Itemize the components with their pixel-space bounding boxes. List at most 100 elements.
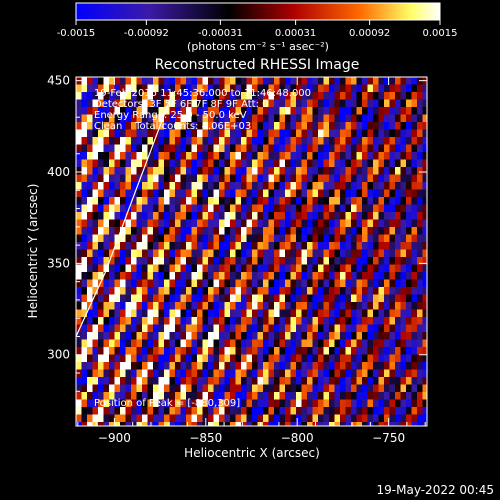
image-pixel [296,129,302,138]
image-pixel [125,339,132,348]
image-pixel [246,227,253,235]
image-pixel [142,84,148,93]
image-pixel [136,219,143,228]
image-pixel [384,309,390,318]
image-pixel [340,377,346,385]
image-pixel [158,107,165,115]
image-pixel [406,167,412,175]
image-pixel [142,152,148,160]
image-pixel [219,182,225,190]
image-pixel [224,347,231,355]
image-pixel [356,152,363,160]
image-pixel [175,317,181,325]
image-pixel [400,174,407,183]
image-pixel [422,257,427,265]
image-pixel [142,197,148,205]
image-pixel [76,174,82,183]
image-pixel [307,84,313,93]
image-pixel [230,92,236,100]
image-pixel [125,227,132,235]
image-pixel [114,309,121,318]
image-pixel [367,264,374,273]
image-pixel [389,99,396,108]
image-pixel [114,377,121,385]
image-pixel [213,234,220,243]
image-pixel [186,369,192,378]
image-pixel [142,407,148,415]
image-pixel [307,377,313,385]
image-pixel [202,249,209,258]
image-pixel [257,279,264,288]
image-pixel [109,422,115,426]
image-pixel [246,324,253,333]
image-pixel [120,332,126,340]
image-pixel [406,84,412,93]
image-pixel [147,414,154,423]
image-pixel [235,249,242,258]
image-pixel [136,137,143,145]
image-pixel [290,272,297,280]
image-pixel [224,242,231,250]
image-pixel [197,414,203,423]
image-pixel [378,392,385,400]
image-pixel [318,294,324,303]
image-pixel [406,152,412,160]
image-pixel [142,369,148,378]
image-pixel [103,362,110,370]
image-pixel [202,369,209,378]
image-pixel [98,77,104,85]
image-pixel [290,354,297,363]
image-pixel [307,144,313,153]
image-pixel [136,414,143,423]
image-pixel [406,407,412,415]
image-pixel [329,324,335,333]
image-pixel [114,227,121,235]
image-pixel [76,332,82,340]
image-pixel [208,264,214,273]
image-pixel [307,219,313,228]
image-pixel [197,144,203,153]
image-pixel [345,332,352,340]
image-pixel [301,294,308,303]
image-pixel [186,77,192,85]
image-pixel [307,422,313,426]
image-pixel [411,384,418,393]
image-pixel [367,287,374,295]
image-pixel [202,197,209,205]
image-pixel [367,152,374,160]
image-pixel [307,107,313,115]
image-pixel [384,422,390,426]
image-pixel [356,422,363,426]
image-pixel [125,369,132,378]
image-pixel [274,84,280,93]
image-pixel [213,249,220,258]
image-pixel [345,242,352,250]
image-pixel [131,407,137,415]
image-pixel [345,414,352,423]
image-pixel [109,294,115,303]
image-pixel [351,384,357,393]
image-pixel [395,407,401,415]
image-pixel [103,249,110,258]
image-pixel [285,144,291,153]
image-pixel [98,257,104,265]
image-pixel [136,167,143,175]
image-pixel [169,227,176,235]
image-pixel [208,107,214,115]
image-pixel [340,234,346,243]
image-pixel [241,399,247,408]
image-pixel [290,249,297,258]
image-pixel [373,384,379,393]
image-pixel [411,287,418,295]
image-pixel [367,279,374,288]
image-pixel [208,174,214,183]
image-pixel [241,77,247,85]
image-pixel [241,414,247,423]
image-pixel [103,137,110,145]
image-pixel [114,294,121,303]
image-pixel [208,159,214,168]
image-pixel [153,317,159,325]
image-pixel [169,159,176,168]
image-pixel [312,99,319,108]
image-pixel [268,339,275,348]
